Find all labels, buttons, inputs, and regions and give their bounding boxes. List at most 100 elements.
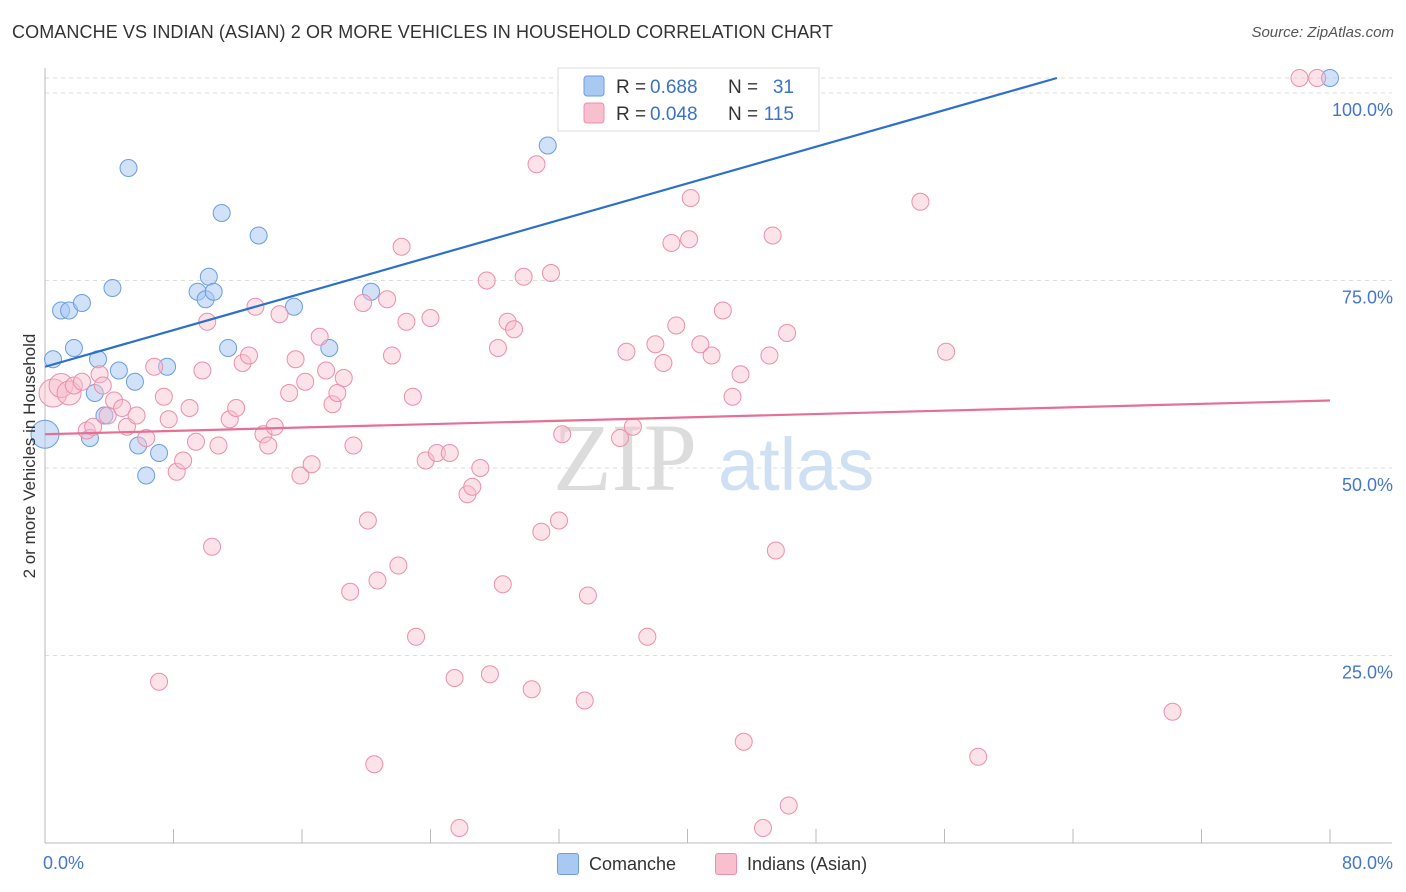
point-comanche [158,357,177,376]
point-indians-asian [392,237,411,256]
point-indians-asian [522,680,541,699]
point-indians-asian [575,691,594,710]
point-indians-asian [421,309,440,327]
point-indians-asian [72,372,91,391]
point-indians-asian [280,384,299,402]
point-indians-asian [167,462,186,481]
point-indians-asian [203,537,222,556]
point-indians-asian [505,320,524,339]
legend-swatch-indians-asian [715,853,737,875]
point-indians-asian [365,755,384,774]
point-indians-asian [445,669,464,687]
point-indians-asian [514,267,533,286]
point-indians-asian [220,410,239,429]
point-indians-asian [344,436,363,455]
point-indians-asian [480,665,499,684]
point-indians-asian [611,429,630,447]
point-indians-asian [291,466,310,485]
point-indians-asian [270,305,289,324]
point-indians-asian [382,346,401,365]
point-comanche [125,372,144,391]
bottom-legend: Comanche Indians (Asian) [0,850,1406,878]
point-indians-asian [239,346,258,365]
legend-item-indians-asian[interactable]: Indians (Asian) [715,850,867,878]
point-comanche [199,267,218,286]
stats-r-value: 0.688 [650,77,698,98]
point-indians-asian [145,357,164,376]
point-indians-asian [937,342,956,361]
point-indians-asian [403,387,422,406]
point-indians-asian [48,373,74,398]
stats-r-label: R = [616,77,646,98]
point-indians-asian [493,575,512,594]
legend-item-comanche[interactable]: Comanche [557,850,676,878]
point-indians-asian [98,406,117,425]
point-indians-asian [209,436,228,455]
point-indians-asian [760,346,779,365]
point-indians-asian [265,417,284,436]
point-indians-asian [84,417,103,436]
point-comanche [72,294,91,312]
point-indians-asian [550,511,568,530]
point-indians-asian [702,346,721,365]
trend-line-comanche [44,76,1058,368]
point-indians-asian [969,747,988,766]
point-indians-asian [150,672,169,691]
legend-label-comanche: Comanche [589,853,677,874]
stats-r-value: 0.048 [650,104,698,125]
points-layer [30,69,1339,837]
point-indians-asian [753,819,772,837]
point-indians-asian [174,451,193,470]
point-comanche [204,282,223,301]
point-indians-asian [427,444,446,462]
point-indians-asian [440,444,459,462]
point-indians-asian [233,354,252,372]
point-indians-asian [488,339,507,357]
point-indians-asian [180,399,199,417]
x-tick-label-min: 0.0% [43,853,84,873]
point-indians-asian [766,541,785,560]
point-indians-asian [334,369,353,387]
x-tick-label-max: 80.0% [1342,853,1393,873]
trend-line-indians-asian [44,399,1331,436]
point-indians-asian [416,451,435,470]
point-indians-asian [681,189,700,207]
point-indians-asian [227,399,246,417]
point-indians-asian [623,417,642,436]
y-axis-title: 2 or more Vehicles in Household [20,333,39,579]
point-indians-asian [127,406,146,425]
point-indians-asian [553,425,572,444]
point-indians-asian [137,429,156,447]
point-indians-asian [259,436,278,455]
chart-source: Source: ZipAtlas.com [1251,24,1394,41]
point-indians-asian [463,477,482,496]
point-indians-asian [527,155,546,174]
point-indians-asian [154,387,173,406]
point-indians-asian [302,455,321,474]
point-comanche [109,361,128,380]
y-tick-label: 75.0% [1342,288,1393,308]
point-comanche [212,204,231,222]
point-indians-asian [646,335,665,354]
point-comanche [219,339,238,357]
point-indians-asian [159,410,178,429]
point-indians-asian [341,582,360,601]
point-indians-asian [713,301,732,320]
point-indians-asian [354,294,373,312]
stats-n-label: N = [728,77,758,98]
point-indians-asian [471,459,490,477]
point-indians-asian [93,376,112,395]
point-indians-asian [680,230,699,249]
point-indians-asian [654,354,673,372]
stats-n-label: N = [728,104,758,125]
point-comanche [119,159,138,177]
y-tick-label: 25.0% [1342,663,1393,683]
stats-legend: R = 0.688 N = 31 R = 0.048 N = 115 [557,67,820,132]
point-indians-asian [1163,702,1182,721]
point-indians-asian [911,192,930,211]
point-indians-asian [617,342,636,361]
watermark: ZIP atlas [553,404,874,511]
point-indians-asian [450,819,469,837]
point-indians-asian [397,312,416,331]
stats-legend-swatch [583,102,605,124]
